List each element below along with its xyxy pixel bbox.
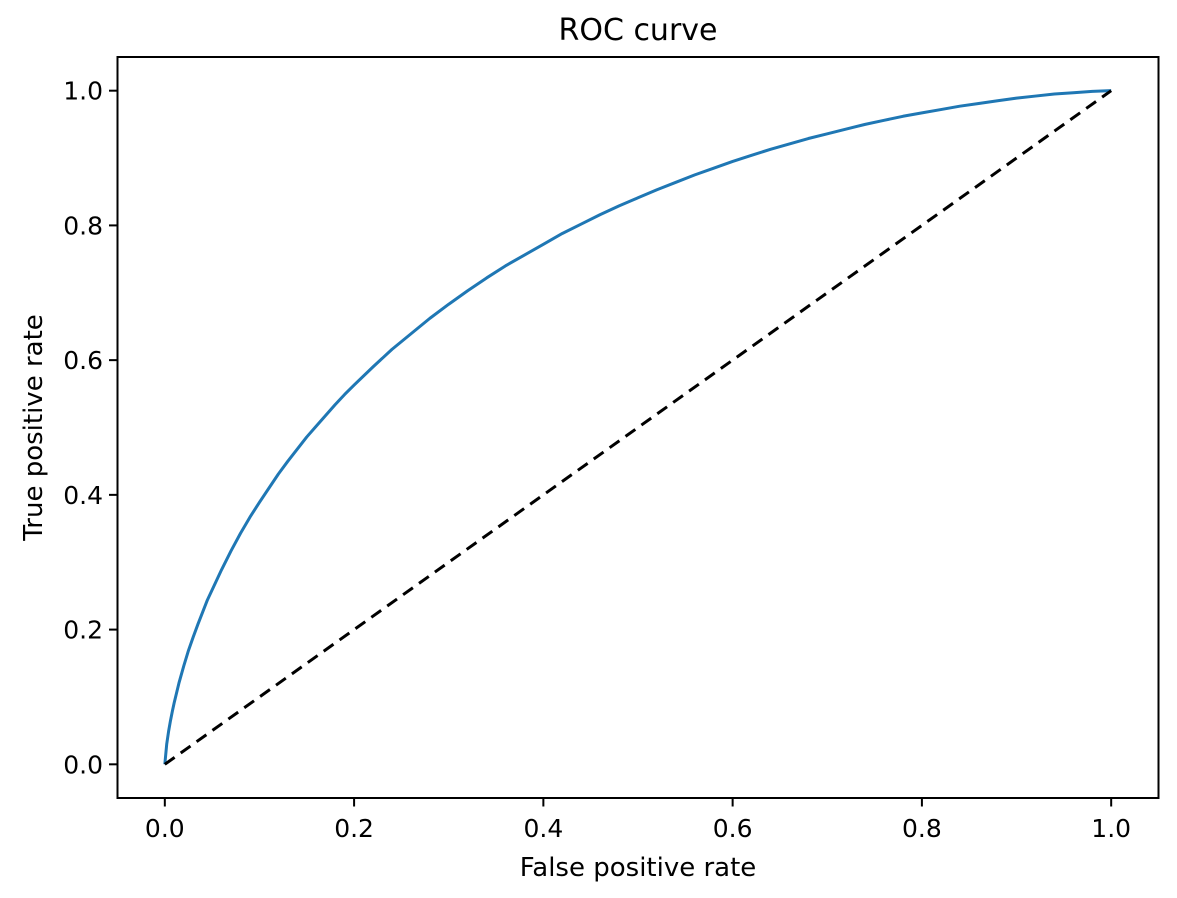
roc-curve-line	[163, 89, 1112, 765]
chart-title: ROC curve	[559, 13, 718, 48]
x-tick-label: 0.4	[523, 814, 563, 843]
y-tick-label: 1.0	[63, 77, 103, 106]
y-tick-label: 0.2	[63, 616, 103, 645]
ticks-layer: 0.0 0.2 0.4 0.6 0.8 1.0 0.0 0.2 0.4 0.6 0.8 1.0	[63, 77, 1131, 843]
x-axis-label: False positive rate	[520, 853, 757, 883]
x-tick-label: 0.2	[334, 814, 374, 843]
y-tick-label: 0.6	[63, 346, 103, 375]
y-tick-label: 0.0	[63, 750, 103, 779]
frame-layer	[116, 56, 1160, 799]
x-tick-label: 1.0	[1091, 814, 1131, 843]
chance-diagonal-line	[163, 89, 1113, 766]
x-tick-label: 0.6	[713, 814, 753, 843]
axes-frame	[116, 56, 1160, 799]
x-tick-label: 0.0	[145, 814, 185, 843]
series-layer	[163, 89, 1113, 766]
y-tick-label: 0.4	[63, 481, 103, 510]
y-tick-label: 0.8	[63, 211, 103, 240]
x-tick-label: 0.8	[902, 814, 942, 843]
y-axis-label: True positive rate	[19, 314, 49, 542]
